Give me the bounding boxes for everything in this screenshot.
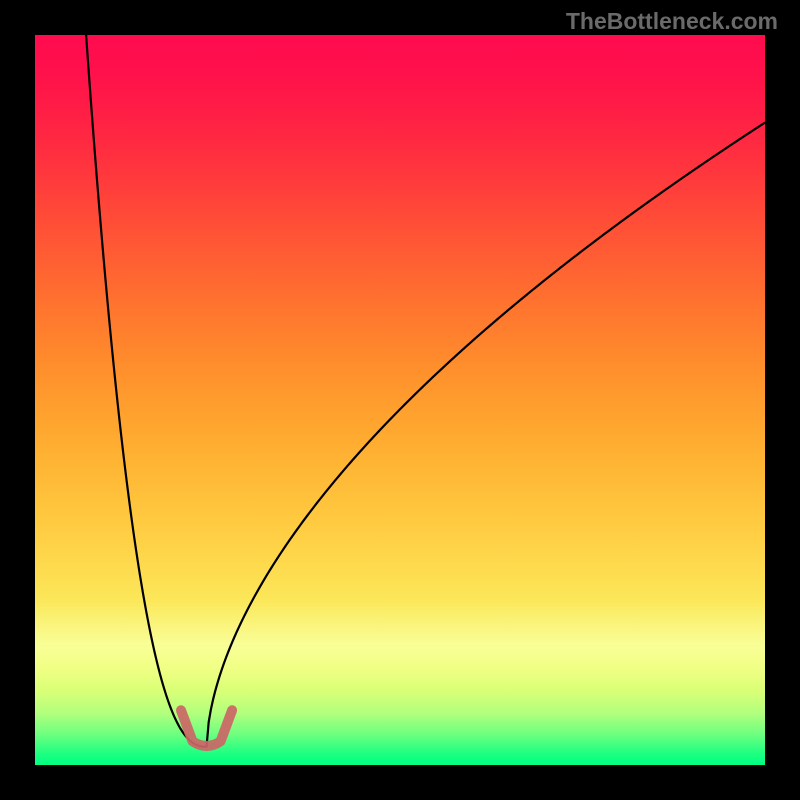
- watermark-text: TheBottleneck.com: [566, 8, 778, 35]
- chart-container: TheBottleneck.com: [0, 0, 800, 800]
- plot-svg: [35, 35, 765, 765]
- plot-area: [35, 35, 765, 765]
- pale-band-overlay: [35, 35, 765, 765]
